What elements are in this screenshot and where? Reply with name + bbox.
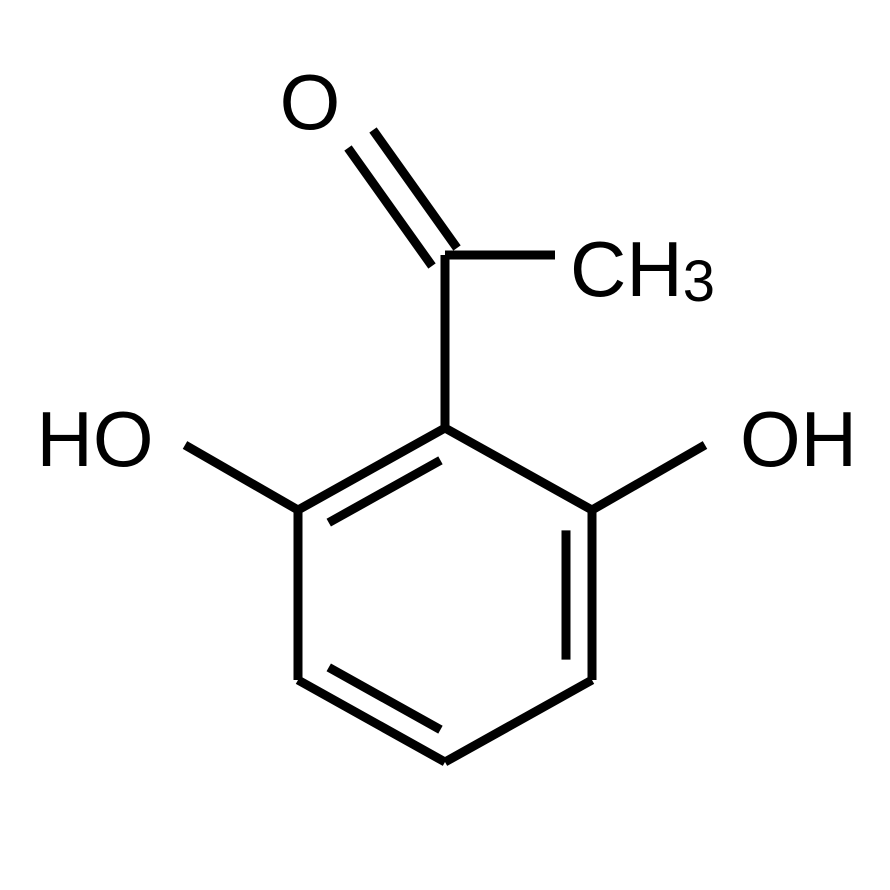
ring-c4-c5-inner: [329, 667, 441, 729]
ring-c3-c4: [445, 680, 592, 762]
chemical-structure-svg: O CH3 HO OH: [0, 0, 890, 890]
c-acetyl-o-a: [348, 148, 432, 266]
atom-label-OH_right: OH: [740, 395, 857, 483]
c2-oh-right: [592, 445, 705, 510]
atom-label-HO_left: HO: [36, 395, 153, 483]
atom-label-O_top: O: [280, 58, 341, 146]
c6-ho-left: [185, 445, 298, 510]
c-acetyl-o-b: [373, 130, 457, 248]
ring-c6-c1-inner: [329, 460, 441, 522]
atom-label-CH3: CH3: [570, 225, 715, 314]
ring-c1-c2: [445, 428, 592, 510]
